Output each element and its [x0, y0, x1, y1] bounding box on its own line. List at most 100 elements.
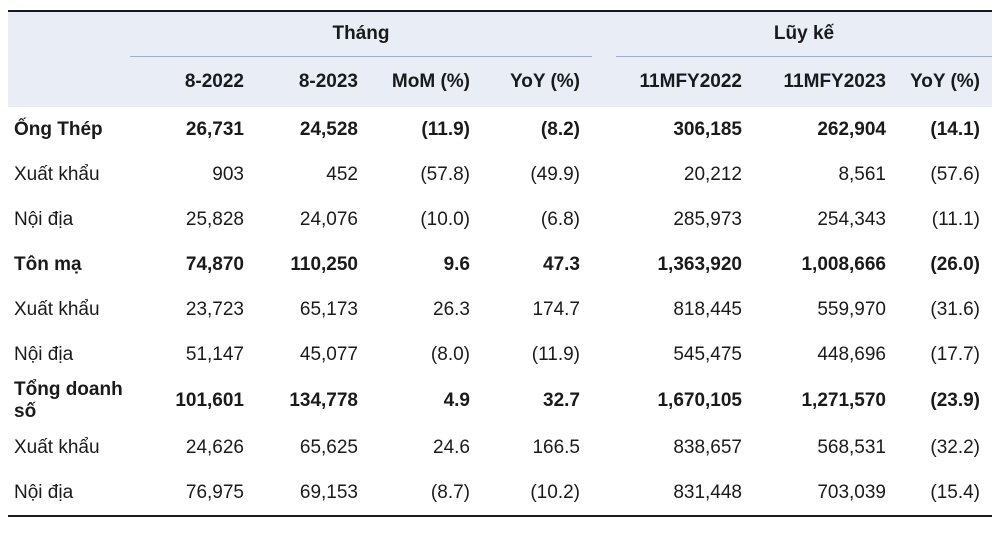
- table-row: Nội địa 76,975 69,153 (8.7) (10.2) 831,4…: [8, 470, 993, 517]
- cell: 4.9: [443, 390, 470, 411]
- row-label: Tôn mạ: [14, 253, 82, 275]
- row-label: Tổng doanh số: [14, 379, 123, 422]
- cell: 174.7: [532, 298, 580, 320]
- cell: 101,601: [175, 390, 244, 411]
- header-empty-cell: [8, 10, 130, 57]
- cell: 32.7: [543, 390, 580, 411]
- group-header-row: Tháng Lũy kế: [8, 10, 993, 57]
- table-row: Tổng doanh số 101,601 134,778 4.9 32.7 1…: [8, 377, 992, 425]
- row-label: Nội địa: [14, 208, 74, 230]
- cell: 25,828: [185, 208, 244, 230]
- cell: (11.9): [531, 343, 580, 365]
- cell: (11.1): [931, 208, 981, 230]
- column-header-row: 8-2022 8-2023 MoM (%) YoY (%) 11MFY2022 …: [8, 56, 993, 107]
- cell: (49.9): [530, 163, 580, 185]
- column-header-label: [8, 56, 130, 107]
- cell: (26.0): [930, 253, 981, 275]
- cell: 448,696: [817, 343, 886, 365]
- gap-cell: [592, 197, 616, 242]
- cell: 47.3: [543, 253, 580, 275]
- table-row: Ống Thép 26,731 24,528 (11.9) (8.2) 306,…: [8, 107, 992, 152]
- cell: 559,970: [817, 298, 886, 320]
- cell: (31.6): [930, 298, 981, 320]
- cell: 306,185: [673, 118, 742, 140]
- column-header: MoM (%): [370, 56, 482, 107]
- group-header-cumulative: Lũy kế: [616, 10, 993, 57]
- cell: 69,153: [256, 470, 370, 517]
- table-row: Nội địa 51,147 45,077 (8.0) (11.9) 545,4…: [8, 332, 992, 377]
- cell: 1,008,666: [801, 253, 886, 275]
- cell: 9.6: [443, 253, 470, 275]
- cell: 262,904: [817, 118, 886, 140]
- gap-cell: [592, 152, 616, 197]
- column-header: YoY (%): [482, 56, 592, 107]
- cell: (23.9): [930, 390, 981, 411]
- cell: (6.8): [540, 208, 580, 230]
- cell: 1,363,920: [657, 253, 742, 275]
- cell: (57.6): [930, 163, 981, 185]
- cell: 65,173: [299, 298, 358, 320]
- cell: 134,778: [289, 390, 358, 411]
- column-header: 11MFY2022: [616, 56, 754, 107]
- cell: (8.2): [540, 118, 580, 140]
- column-header: 8-2023: [256, 56, 370, 107]
- cell: (8.7): [370, 470, 482, 517]
- gap-cell: [592, 425, 616, 470]
- cell: 254,343: [817, 208, 886, 230]
- cell: (57.8): [420, 163, 470, 185]
- cell: 26.3: [433, 298, 470, 320]
- header-gap-cell: [592, 10, 616, 57]
- gap-cell: [592, 242, 616, 287]
- cell: 65,625: [299, 436, 358, 458]
- cell: 703,039: [754, 470, 898, 517]
- cell: 452: [326, 163, 358, 185]
- cell: 1,670,105: [657, 390, 742, 411]
- cell: (15.4): [898, 470, 993, 517]
- cell: (14.1): [930, 118, 981, 140]
- cell: 1,271,570: [801, 390, 886, 411]
- table-row: Xuất khẩu 23,723 65,173 26.3 174.7 818,4…: [8, 287, 992, 332]
- cell: 20,212: [683, 163, 742, 185]
- cell: 51,147: [185, 343, 244, 365]
- cell: 76,975: [130, 470, 256, 517]
- table-row: Tôn mạ 74,870 110,250 9.6 47.3 1,363,920…: [8, 242, 992, 287]
- column-header: 8-2022: [130, 56, 256, 107]
- cell: 838,657: [673, 436, 742, 458]
- cell: 74,870: [185, 253, 244, 275]
- column-header-gap: [592, 56, 616, 107]
- cell: (8.0): [430, 343, 470, 365]
- cell: (10.2): [482, 470, 592, 517]
- gap-cell: [592, 332, 616, 377]
- cell: 903: [212, 163, 244, 185]
- row-label: Xuất khẩu: [14, 163, 100, 185]
- cell: (32.2): [930, 436, 981, 458]
- row-label: Nội địa: [8, 470, 130, 517]
- row-label: Ống Thép: [14, 118, 103, 140]
- cell: 166.5: [532, 436, 580, 458]
- sales-volume-table: Tháng Lũy kế 8-2022 8-2023 MoM (%) YoY (…: [8, 10, 993, 517]
- column-header: 11MFY2023: [754, 56, 898, 107]
- cell: 8,561: [838, 163, 886, 185]
- cell: (10.0): [420, 208, 470, 230]
- table-row: Xuất khẩu 903 452 (57.8) (49.9) 20,212 8…: [8, 152, 992, 197]
- cell: 568,531: [817, 436, 886, 458]
- row-label: Xuất khẩu: [14, 436, 100, 458]
- cell: (17.7): [930, 343, 981, 365]
- gap-cell: [592, 107, 616, 152]
- cell: 24,626: [185, 436, 244, 458]
- cell: 24,076: [299, 208, 358, 230]
- gap-cell: [592, 287, 616, 332]
- row-label: Xuất khẩu: [14, 298, 100, 320]
- cell: 26,731: [185, 118, 244, 140]
- gap-cell: [592, 470, 616, 517]
- cell: 285,973: [673, 208, 742, 230]
- cell: 110,250: [290, 253, 358, 275]
- row-label: Nội địa: [14, 343, 74, 365]
- cell: 818,445: [673, 298, 742, 320]
- cell: 24,528: [299, 118, 358, 140]
- gap-cell: [592, 377, 616, 425]
- table-row: Xuất khẩu 24,626 65,625 24.6 166.5 838,6…: [8, 425, 992, 470]
- cell: (11.9): [421, 118, 470, 140]
- table-row: Nội địa 25,828 24,076 (10.0) (6.8) 285,9…: [8, 197, 992, 242]
- cell: 23,723: [185, 298, 244, 320]
